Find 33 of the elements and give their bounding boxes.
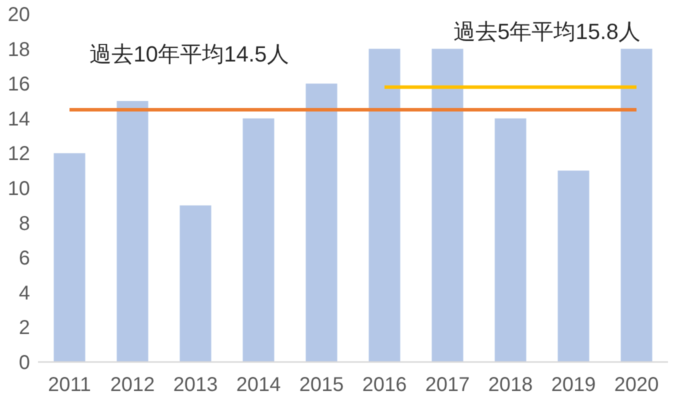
y-tick-label: 2: [18, 317, 30, 340]
y-tick-label: 18: [8, 38, 30, 61]
x-tick-label: 2013: [173, 374, 218, 396]
y-tick-label: 14: [8, 108, 30, 130]
x-tick-label: 2016: [362, 374, 407, 396]
bar: [494, 118, 526, 362]
y-tick-label: 6: [18, 248, 30, 270]
y-tick-label: 12: [8, 143, 30, 166]
x-tick-label: 2014: [236, 374, 281, 396]
bar: [180, 205, 212, 362]
x-tick-label: 2015: [299, 374, 344, 396]
bar: [368, 48, 400, 362]
y-tick-label: 0: [18, 352, 30, 374]
bar: [620, 48, 652, 362]
x-tick-label: 2011: [48, 374, 92, 396]
bar: [558, 170, 590, 362]
bar: [54, 153, 86, 362]
x-tick-label: 2020: [614, 374, 659, 396]
bar: [116, 101, 148, 362]
x-tick-label: 2019: [551, 374, 596, 396]
series-label: 過去5年平均15.8人: [453, 19, 640, 44]
y-tick-label: 16: [8, 74, 30, 96]
y-tick-label: 8: [18, 212, 30, 235]
x-tick-label: 2017: [425, 374, 470, 396]
bar: [432, 48, 464, 362]
y-tick-label: 4: [18, 282, 30, 304]
series-label: 過去10年平均14.5人: [90, 42, 289, 67]
y-tick-label: 10: [8, 178, 30, 200]
x-tick-label: 2012: [110, 374, 155, 396]
x-tick-label: 2018: [488, 374, 533, 396]
bar: [306, 84, 338, 362]
bar: [242, 118, 274, 362]
y-tick-label: 20: [8, 4, 30, 26]
